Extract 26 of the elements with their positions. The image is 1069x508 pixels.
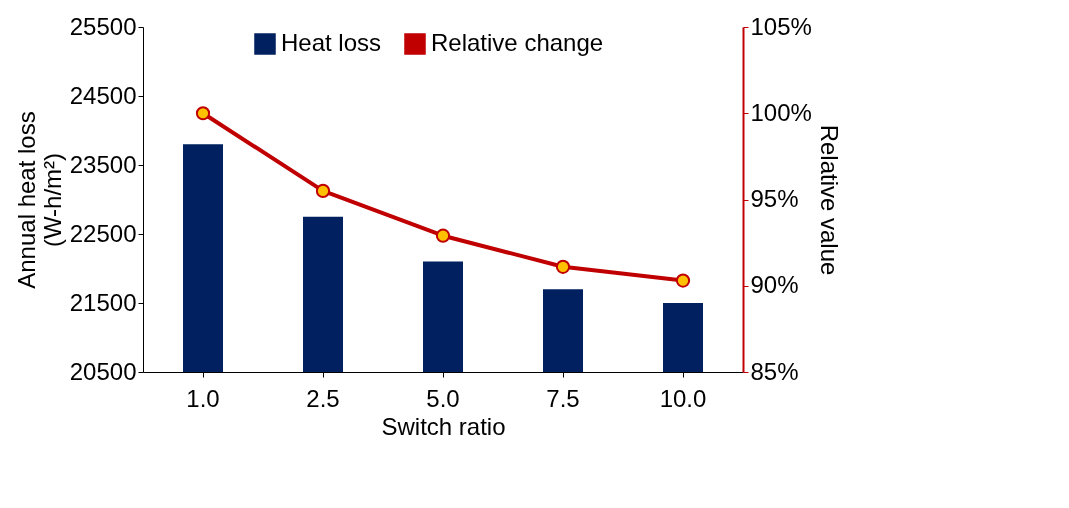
y-tick-label: 20500 xyxy=(69,357,137,385)
x-tick-label: 7.5 xyxy=(546,384,580,412)
y-axis-title: Annual heat loss (W-h/m²) xyxy=(12,111,66,289)
y-tick-label: 23500 xyxy=(69,150,137,178)
x-axis-title: Switch ratio xyxy=(381,412,506,440)
y2-tick-label: 90% xyxy=(750,271,799,299)
y-tick-label: 25500 xyxy=(69,12,137,40)
legend-label: Heat loss xyxy=(281,29,382,56)
point xyxy=(675,273,691,288)
y2-axis-title: Relative value xyxy=(815,124,843,276)
y2-tick-label: 95% xyxy=(750,185,799,212)
x-tick-label: 5.0 xyxy=(426,384,460,412)
y-tick-label: 24500 xyxy=(69,81,137,109)
x-tick-label: 1.0 xyxy=(186,384,220,412)
y-tick-label: 21500 xyxy=(69,288,137,316)
x-tick-label: 10.0 xyxy=(659,384,707,412)
y-tick-label: 22500 xyxy=(69,219,137,247)
point xyxy=(315,183,331,198)
y2-tick-label: 100% xyxy=(750,98,812,126)
y2-tick-label: 105% xyxy=(750,12,812,40)
point xyxy=(195,106,211,121)
legend-label: Relative change xyxy=(431,29,604,56)
point xyxy=(435,228,451,243)
y2-tick-label: 85% xyxy=(750,357,799,385)
point xyxy=(555,259,571,274)
x-tick-label: 2.5 xyxy=(306,384,340,412)
